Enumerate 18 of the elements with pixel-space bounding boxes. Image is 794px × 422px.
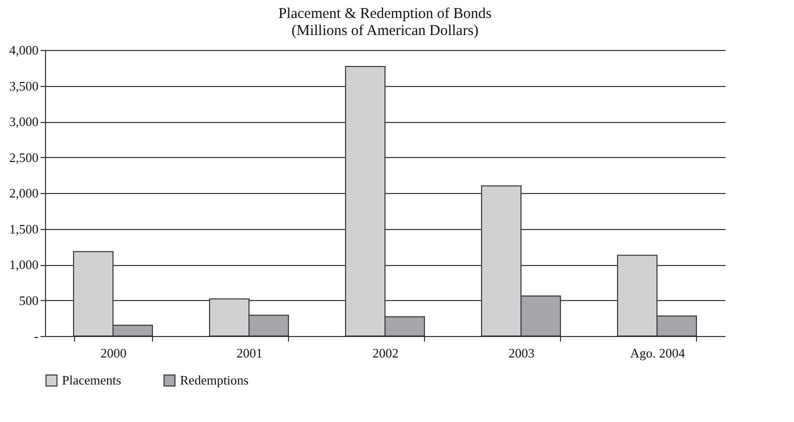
y-tick-label: -	[34, 328, 38, 344]
y-tick-label: 3,500	[9, 78, 38, 94]
y-tick-label: 2,500	[9, 150, 38, 165]
legend-label: Placements	[62, 372, 122, 388]
y-tick-label: 3,000	[9, 114, 38, 129]
x-tick-label: 2002	[372, 346, 398, 360]
y-tick-label: 2,000	[9, 186, 38, 200]
y-tick-label: 4,000	[9, 42, 38, 58]
legend-label: Redemptions	[180, 372, 249, 388]
y-tick-label: 1,500	[9, 221, 38, 236]
x-tick-label: 2003	[508, 346, 534, 360]
x-tick-label: Ago. 2004	[630, 346, 686, 360]
y-tick-label: 500	[19, 292, 38, 308]
y-tick-label: 1,000	[9, 257, 38, 272]
x-tick-label: 2000	[100, 346, 126, 360]
text: (Millions of American Dollars)	[291, 23, 479, 39]
x-tick-label: 2001	[236, 346, 262, 360]
text: Placement & Redemption of Bonds	[278, 6, 492, 22]
